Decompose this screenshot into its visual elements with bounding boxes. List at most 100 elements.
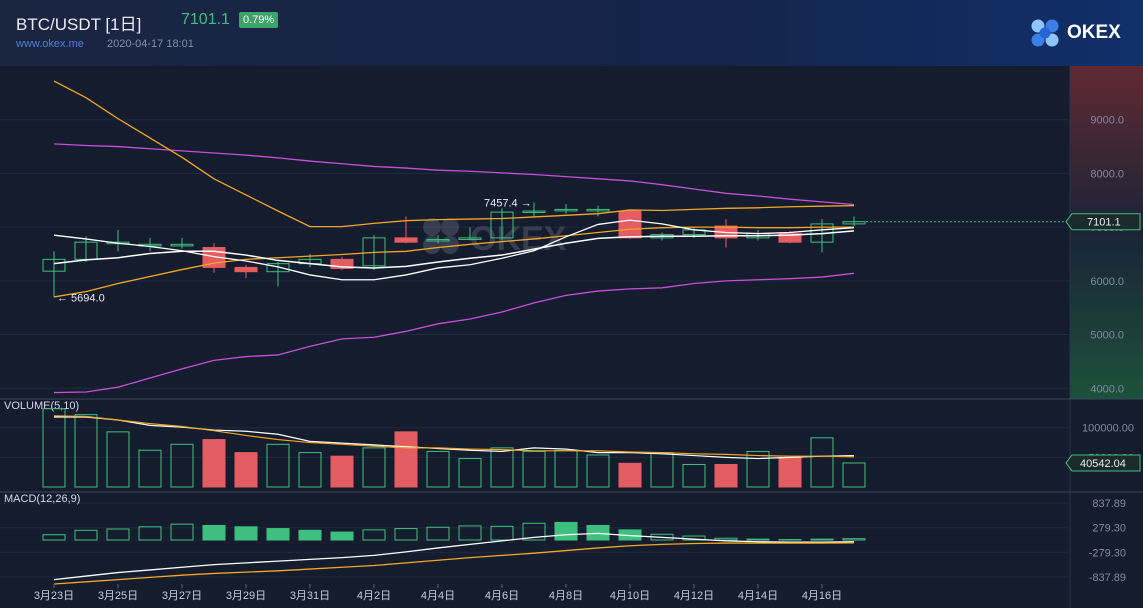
macd-bar	[74, 529, 98, 541]
volume-bar	[810, 437, 834, 488]
date-label: 4月10日	[610, 590, 650, 602]
macd-bar	[266, 528, 290, 541]
volume-bar	[266, 443, 290, 488]
volume-bar	[746, 450, 770, 488]
candle-body	[426, 238, 450, 242]
boll-lower-line	[53, 272, 855, 394]
okex-logo-icon	[1031, 19, 1059, 47]
volume-bar	[234, 452, 258, 488]
volume-bar	[490, 447, 514, 488]
price-tick-label: 6000.0	[1090, 276, 1124, 288]
low-marker: ← 5694.0	[57, 292, 105, 304]
volume-bar	[298, 452, 322, 488]
price-tick-label: 4000.0	[1090, 383, 1124, 395]
date-axis: 3月23日 3月25日 3月27日 3月29日 3月31日 4月2日 4月4日 4月6日 4月8…	[34, 584, 842, 602]
axes: 9000.08000.07000.06000.05000.04000.01000…	[1065, 115, 1141, 584]
volume-bar	[106, 431, 130, 488]
volume-bar	[170, 443, 194, 488]
macd-dif-line	[53, 532, 855, 581]
price-tick-label: 8000.0	[1090, 168, 1124, 180]
volume-bar	[778, 456, 802, 488]
candle-body	[234, 266, 258, 273]
last-price-tag-box	[1065, 213, 1141, 231]
boll-upper-line	[53, 143, 855, 206]
ma-orange-long-line	[53, 80, 855, 228]
okex-logo: OKEX	[1027, 16, 1121, 50]
macd-bar	[330, 531, 354, 541]
volume-bar	[330, 455, 354, 488]
macd-bar	[170, 523, 194, 541]
date-label: 4月6日	[485, 590, 519, 602]
site-link[interactable]: www.okex.me	[16, 38, 84, 50]
macd-bar	[842, 538, 866, 541]
volume-bar	[42, 408, 66, 488]
brand-name: OKEX	[1067, 22, 1121, 43]
volume-bar	[682, 463, 706, 488]
chart-header: BTC/USDT [1日] 7101.1 0.79% www.okex.me 2…	[0, 0, 1143, 66]
macd-bar	[394, 528, 418, 541]
volume-bar	[138, 449, 162, 488]
volume-bar	[394, 431, 418, 488]
macd-bar	[426, 526, 450, 541]
date-label: 3月23日	[34, 590, 74, 602]
date-label: 3月27日	[162, 590, 202, 602]
candle-body	[778, 233, 802, 243]
macd-tick-label: -279.30	[1089, 547, 1126, 559]
pair-title: BTC/USDT [1日]	[16, 15, 142, 34]
volume-bar	[426, 450, 450, 488]
volume-bar	[714, 463, 738, 488]
candle-body	[842, 221, 866, 225]
grid	[0, 119, 1070, 578]
macd-pane-title: MACD(12,26,9)	[4, 493, 80, 505]
candle-body	[618, 210, 642, 239]
volume-bar	[586, 454, 610, 488]
candle-body	[394, 237, 418, 243]
timestamp: 2020-04-17 18:01	[107, 38, 194, 50]
chart-canvas[interactable]: OKEX 7457.4 → ← 5694.0 VOLUME(5,10) MACD(…	[0, 66, 1143, 608]
date-label: 3月31日	[290, 590, 330, 602]
volume-ma10-line	[53, 415, 855, 458]
macd-tick-label: 279.30	[1092, 523, 1126, 535]
volume-bar	[202, 439, 226, 488]
date-label: 3月29日	[226, 590, 266, 602]
volume-bar	[362, 447, 386, 488]
volume-tick-label: 100000.00	[1082, 423, 1134, 435]
high-marker: 7457.4 →	[484, 198, 532, 210]
volume-bar	[842, 462, 866, 488]
price-pane: 7457.4 → ← 5694.0	[42, 80, 1070, 394]
macd-bar	[298, 529, 322, 541]
change-badge: 0.79%	[239, 12, 279, 28]
macd-pane: MACD(12,26,9)	[4, 493, 866, 585]
date-label: 4月16日	[802, 590, 842, 602]
candle-body	[266, 263, 290, 273]
volume-pane: VOLUME(5,10)	[4, 400, 866, 488]
ma-orange-short-line	[53, 226, 854, 298]
date-label: 4月12日	[674, 590, 714, 602]
macd-bar	[586, 524, 610, 541]
date-label: 3月25日	[98, 590, 138, 602]
watermark-logo: OKEX	[423, 218, 567, 258]
date-label: 4月14日	[738, 590, 778, 602]
macd-bar	[490, 525, 514, 541]
macd-bar	[234, 526, 258, 541]
last-price-tag: 7101.1	[1087, 217, 1121, 229]
candle-body	[330, 258, 354, 269]
macd-bar	[522, 522, 546, 541]
macd-bar	[810, 538, 834, 541]
candle-body	[522, 210, 546, 214]
last-price: 7101.1	[181, 11, 230, 28]
macd-bar	[42, 534, 66, 541]
candle-body	[458, 237, 482, 240]
macd-tick-label: -837.89	[1089, 572, 1126, 584]
macd-bar	[554, 521, 578, 541]
volume-bar	[74, 414, 98, 488]
macd-bar	[746, 538, 770, 541]
volume-tag: 40542.04	[1080, 458, 1126, 470]
candle-body	[170, 243, 194, 247]
candle-body	[586, 208, 610, 212]
volume-bar	[618, 462, 642, 488]
price-tick-label: 9000.0	[1090, 115, 1124, 127]
candle-body	[554, 208, 578, 212]
volume-pane-title: VOLUME(5,10)	[4, 400, 79, 412]
volume-bar	[458, 458, 482, 488]
